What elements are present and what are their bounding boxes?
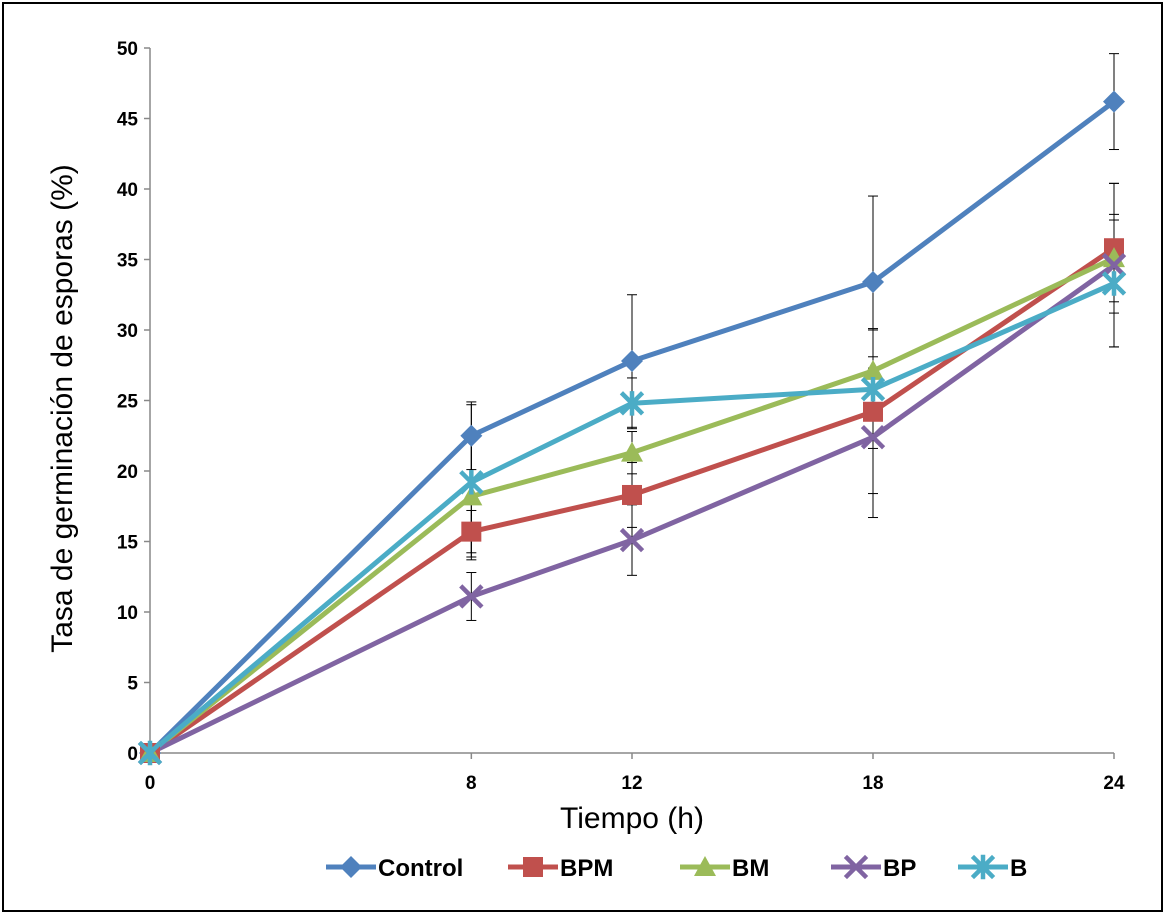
legend-marker-bpm (523, 857, 543, 877)
legend: Control BPM BM BP B (326, 854, 1027, 882)
y-tick-label: 35 (117, 251, 139, 272)
y-tick-label: 10 (117, 603, 138, 624)
legend-item-b: B (958, 854, 1027, 882)
data-point-b (619, 391, 645, 416)
data-point-control (460, 424, 483, 447)
legend-item-bpm: BPM (508, 855, 613, 882)
data-point-b (137, 740, 163, 766)
y-axis-title: Tasa de germinación de esporas (%) (46, 164, 79, 653)
data-point-control (862, 271, 884, 294)
data-point-control (1103, 90, 1125, 113)
legend-label-bp: BP (883, 855, 916, 882)
data-point-bp (860, 424, 886, 450)
y-tick-label: 25 (117, 392, 139, 413)
legend-label-control: Control (378, 855, 463, 882)
y-tick-label: 15 (117, 533, 139, 554)
data-point-bm (862, 359, 884, 380)
data-point-b (1101, 271, 1127, 296)
x-tick-label: 24 (1103, 773, 1125, 794)
data-point-bm (460, 485, 483, 506)
data-point-bpm (461, 521, 482, 542)
legend-marker-control (340, 856, 362, 878)
y-tick-label: 0 (127, 744, 138, 765)
legend-label-bm: BM (732, 855, 769, 882)
data-point-bpm (622, 484, 642, 505)
legend-item-bp: BP (831, 854, 916, 882)
legend-item-control: Control (326, 855, 463, 882)
data-point-bp (1101, 252, 1127, 278)
legend-label-bpm: BPM (560, 855, 613, 882)
data-point-bpm (863, 401, 883, 422)
x-tick-label: 12 (621, 773, 642, 794)
y-tick-label: 30 (117, 321, 138, 342)
series-markers (137, 90, 1127, 766)
data-point-control (621, 350, 643, 373)
legend-item-bm: BM (680, 855, 769, 882)
data-point-b (459, 470, 484, 495)
y-tick-label: 40 (117, 180, 138, 201)
x-tick-label: 18 (862, 773, 883, 794)
legend-marker-bp (843, 854, 869, 880)
data-point-b (860, 376, 886, 402)
x-tick-label: 8 (466, 773, 477, 794)
y-tick-label: 50 (117, 39, 138, 60)
data-point-bp (619, 527, 645, 553)
legend-marker-b (970, 854, 996, 880)
y-tick-label: 20 (117, 462, 138, 483)
legend-marker-bm (694, 856, 716, 876)
data-point-bp (459, 584, 484, 609)
x-axis-title: Tiempo (h) (560, 802, 704, 835)
axes: 0 5 10 15 20 25 30 35 40 45 50 0 8 12 18 24 (117, 39, 1125, 794)
data-point-bm (621, 441, 643, 462)
legend-label-b: B (1010, 855, 1027, 882)
error-bars (466, 53, 1119, 621)
y-tick-label: 45 (117, 110, 139, 131)
x-tick-label: 0 (145, 773, 156, 794)
y-tick-label: 5 (127, 674, 138, 695)
